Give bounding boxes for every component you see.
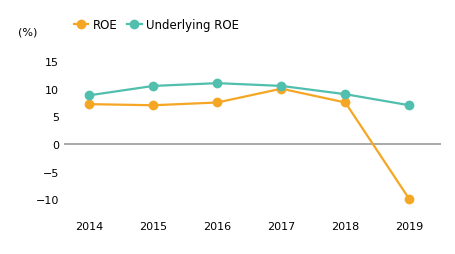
ROE xyxy=(215,102,220,105)
Line: Underlying ROE: Underlying ROE xyxy=(85,80,414,110)
ROE xyxy=(86,103,92,106)
Underlying ROE xyxy=(343,93,348,96)
ROE xyxy=(151,104,156,107)
Underlying ROE xyxy=(407,104,412,107)
ROE xyxy=(407,198,412,201)
Underlying ROE xyxy=(86,94,92,98)
Underlying ROE xyxy=(151,85,156,88)
ROE xyxy=(343,102,348,105)
Text: (%): (%) xyxy=(18,28,38,38)
ROE xyxy=(278,88,284,91)
Line: ROE: ROE xyxy=(85,85,414,203)
Legend: ROE, Underlying ROE: ROE, Underlying ROE xyxy=(70,14,244,37)
Underlying ROE xyxy=(278,85,284,88)
Underlying ROE xyxy=(215,82,220,85)
